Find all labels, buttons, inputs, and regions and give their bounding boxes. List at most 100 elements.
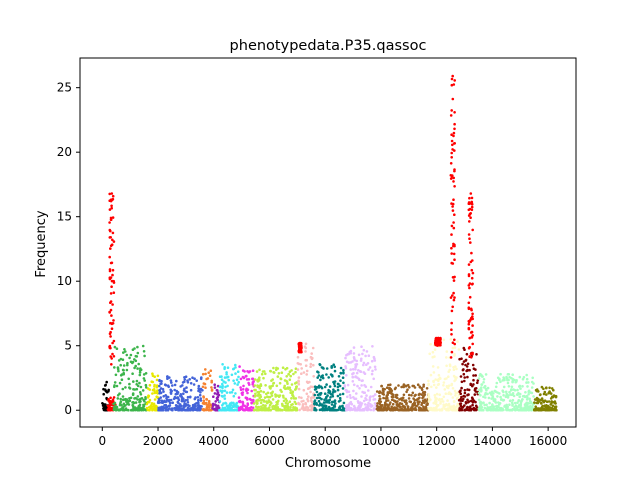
data-point bbox=[246, 402, 249, 405]
data-point bbox=[434, 337, 438, 340]
data-point bbox=[536, 407, 540, 410]
data-point bbox=[110, 204, 113, 208]
data-point bbox=[127, 377, 130, 381]
data-point bbox=[471, 384, 474, 388]
x-tick-label: 0 bbox=[98, 434, 106, 448]
data-point bbox=[256, 398, 260, 402]
data-point bbox=[111, 268, 115, 272]
data-point bbox=[170, 381, 173, 384]
data-point bbox=[113, 381, 117, 384]
data-point bbox=[294, 397, 298, 400]
data-point bbox=[381, 408, 385, 411]
data-point bbox=[471, 334, 475, 337]
data-point bbox=[133, 347, 136, 350]
data-point bbox=[452, 198, 455, 201]
data-point bbox=[193, 405, 197, 408]
data-point bbox=[237, 380, 240, 384]
data-point bbox=[112, 396, 116, 399]
data-point bbox=[249, 398, 253, 402]
data-point bbox=[112, 279, 115, 283]
data-point bbox=[534, 405, 537, 409]
data-point bbox=[275, 394, 279, 397]
data-point bbox=[315, 390, 319, 394]
data-point bbox=[107, 399, 110, 402]
data-point bbox=[237, 400, 241, 403]
data-point bbox=[321, 376, 325, 380]
data-point bbox=[341, 404, 344, 408]
data-point bbox=[271, 405, 274, 409]
data-point bbox=[268, 403, 272, 407]
data-point bbox=[255, 370, 259, 373]
data-point bbox=[262, 376, 265, 380]
data-point bbox=[181, 384, 184, 387]
data-point bbox=[429, 373, 433, 377]
data-point bbox=[432, 371, 436, 374]
data-point bbox=[527, 389, 531, 393]
data-point bbox=[502, 394, 505, 397]
data-point bbox=[372, 355, 376, 359]
data-point bbox=[143, 354, 146, 358]
data-point bbox=[232, 394, 236, 398]
data-point bbox=[395, 393, 399, 397]
data-point bbox=[468, 237, 471, 240]
data-point bbox=[344, 365, 347, 368]
data-point bbox=[279, 388, 282, 392]
data-point bbox=[269, 408, 273, 412]
data-point bbox=[420, 388, 424, 392]
data-point bbox=[275, 366, 278, 370]
data-point bbox=[351, 380, 355, 383]
data-point bbox=[156, 374, 160, 378]
data-point bbox=[292, 395, 295, 398]
data-point bbox=[370, 372, 374, 376]
data-point bbox=[268, 395, 272, 399]
data-point bbox=[451, 202, 455, 206]
data-point bbox=[112, 319, 115, 322]
data-point bbox=[253, 408, 256, 412]
data-point bbox=[508, 408, 512, 412]
data-point bbox=[474, 368, 477, 371]
data-point bbox=[511, 380, 514, 384]
data-point bbox=[358, 387, 361, 390]
data-point bbox=[378, 394, 381, 398]
data-point bbox=[113, 384, 116, 387]
data-point bbox=[450, 77, 454, 81]
data-point bbox=[359, 405, 362, 409]
data-point bbox=[345, 374, 348, 377]
data-point bbox=[171, 384, 174, 387]
data-point bbox=[540, 385, 544, 389]
data-point bbox=[170, 389, 173, 393]
data-point bbox=[456, 402, 460, 406]
data-point bbox=[513, 389, 517, 392]
data-point bbox=[105, 380, 108, 384]
data-point bbox=[505, 375, 508, 379]
data-point bbox=[336, 394, 340, 398]
data-point bbox=[382, 396, 385, 400]
data-point bbox=[411, 391, 415, 395]
data-point bbox=[164, 408, 168, 412]
data-point bbox=[422, 383, 426, 387]
data-point bbox=[313, 403, 317, 406]
data-point bbox=[282, 396, 285, 399]
data-point bbox=[309, 385, 313, 389]
data-point bbox=[522, 375, 526, 379]
data-point bbox=[104, 389, 108, 393]
data-point bbox=[548, 390, 551, 394]
data-point bbox=[251, 377, 254, 381]
data-point bbox=[542, 387, 545, 391]
data-point bbox=[535, 388, 539, 391]
data-point bbox=[209, 408, 212, 412]
data-point bbox=[467, 400, 471, 403]
data-point bbox=[386, 399, 390, 402]
data-point bbox=[230, 391, 234, 394]
data-point bbox=[233, 408, 237, 412]
data-point bbox=[294, 388, 297, 391]
data-point bbox=[153, 398, 157, 401]
data-point bbox=[474, 390, 478, 393]
data-point bbox=[535, 396, 539, 400]
data-point bbox=[283, 406, 286, 409]
data-point bbox=[432, 401, 436, 405]
data-point bbox=[141, 389, 145, 392]
data-point bbox=[459, 392, 463, 396]
data-point bbox=[264, 372, 267, 376]
